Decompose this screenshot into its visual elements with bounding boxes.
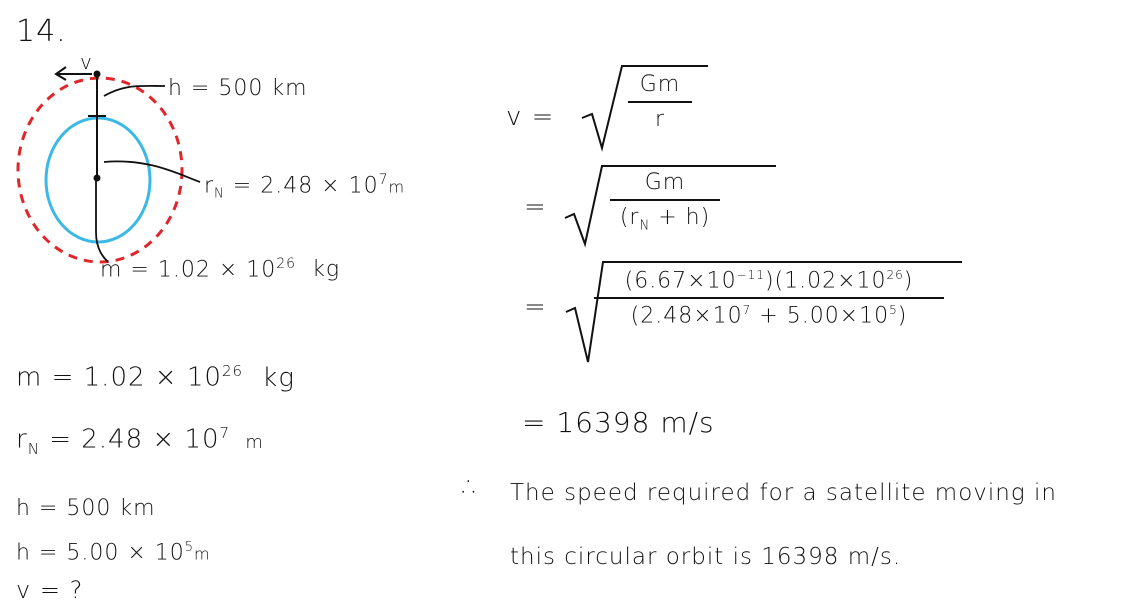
given-altitude-m: h = 5.00 × 105m <box>16 540 211 566</box>
radical-2 <box>564 165 776 248</box>
orbit-path <box>16 76 184 264</box>
given-radius: rN = 2.48 × 107 m <box>16 424 264 458</box>
m-leader <box>95 180 109 263</box>
fraction-gm-over-r: Gm r <box>628 72 692 132</box>
fraction-numeric: (6.67×10−11)(1.02×1026) (2.48×107 + 5.00… <box>594 268 944 329</box>
velocity-label: v <box>80 50 93 74</box>
given-mass: m = 1.02 × 1026 kg <box>16 362 295 393</box>
equals-2: = <box>524 192 547 222</box>
rn-leader <box>103 160 201 183</box>
planet-mass-label: m = 1.02 × 1026 kg <box>100 256 341 283</box>
conclusion-line-2: this circular orbit is 16398 m/s. <box>510 544 902 570</box>
radical-3 <box>565 261 962 363</box>
therefore-symbol: ∴ <box>462 470 481 503</box>
conclusion-line-1: The speed required for a satellite movin… <box>510 480 1057 506</box>
v-equals: v = <box>506 102 555 132</box>
problem-number: 14. <box>16 14 67 49</box>
given-unknown-v: v = ? <box>16 576 84 604</box>
planet-center <box>93 174 101 182</box>
result: = 16398 m/s <box>522 406 715 439</box>
radical-1 <box>581 65 708 152</box>
fraction-gm-over-rn-plus-h: Gm (rN + h) <box>610 170 720 233</box>
satellite-dot <box>93 70 101 78</box>
altitude-label: h = 500 km <box>168 76 308 101</box>
planet-radius-label: rN = 2.48 × 107m <box>204 172 406 202</box>
h-leader <box>103 84 166 97</box>
equals-3: = <box>524 292 547 322</box>
given-altitude-km: h = 500 km <box>16 496 156 521</box>
